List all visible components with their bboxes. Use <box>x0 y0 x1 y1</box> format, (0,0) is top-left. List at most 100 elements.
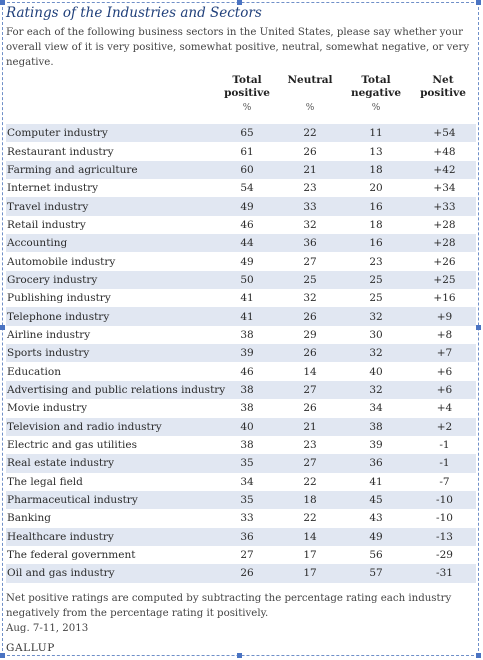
table-row: Pharmaceutical industry 35 18 45 -10 <box>6 490 476 510</box>
table-row: Internet industry 54 23 20 +34 <box>6 179 476 197</box>
cell-total-positive: 60 <box>220 160 274 180</box>
cell-net-positive: +9 <box>413 307 476 326</box>
column-spacer <box>403 307 413 326</box>
resize-handle-bottom-left[interactable] <box>0 653 5 658</box>
cell-neutral: 25 <box>283 270 337 290</box>
resize-handle-bottom-center[interactable] <box>237 653 242 658</box>
table-row: Real estate industry 35 27 36 -1 <box>6 454 476 473</box>
table-row: Restaurant industry 61 26 13 +48 <box>6 142 476 160</box>
resize-handle-top-right[interactable] <box>476 0 481 5</box>
resize-handle-top-center[interactable] <box>237 0 242 5</box>
column-spacer <box>403 417 413 436</box>
row-label: Education <box>7 365 61 378</box>
cell-net-positive: +8 <box>436 328 453 341</box>
unit-label: % <box>305 103 315 113</box>
row-label: Farming and agriculture <box>6 160 220 180</box>
column-spacer <box>337 380 349 400</box>
column-spacer <box>403 473 413 491</box>
table-row: Travel industry 49 33 16 +33 <box>6 197 476 216</box>
table-row: Banking 33 22 43 -10 <box>6 509 476 527</box>
cell-total-negative: 38 <box>349 417 403 436</box>
cell-total-positive: 36 <box>220 527 274 546</box>
cell-neutral: 21 <box>283 160 337 180</box>
table-row: The federal government 27 17 56 -29 <box>6 546 476 564</box>
cell-neutral: 32 <box>303 292 317 305</box>
cell-neutral: 23 <box>303 182 317 195</box>
cell-net-positive: +48 <box>433 145 456 158</box>
table-row: Oil and gas industry 26 17 57 -31 <box>6 564 476 583</box>
column-spacer <box>274 473 283 491</box>
row-label: Movie industry <box>7 402 88 415</box>
figure-subtitle: For each of the following business secto… <box>6 27 470 68</box>
column-spacer <box>274 197 283 216</box>
row-label: Publishing industry <box>7 292 111 305</box>
row-label: Internet industry <box>7 182 99 195</box>
row-label: Pharmaceutical industry <box>6 490 220 510</box>
cell-total-negative: 45 <box>349 490 403 510</box>
resize-handle-middle-left[interactable] <box>0 325 5 330</box>
table-row: Retail industry 46 32 18 +28 <box>6 216 476 234</box>
column-spacer <box>274 564 283 583</box>
cell-net-positive: +33 <box>413 197 476 216</box>
row-label: Restaurant industry <box>7 145 114 158</box>
row-label: Accounting <box>6 234 220 253</box>
column-spacer <box>274 362 283 380</box>
table-row: Electric and gas utilities 38 23 39 -1 <box>6 436 476 454</box>
column-spacer <box>274 160 283 180</box>
resize-handle-top-left[interactable] <box>0 0 5 5</box>
table-row: Sports industry 39 26 32 +7 <box>6 344 476 363</box>
table-row: Education 46 14 40 +6 <box>6 362 476 380</box>
column-spacer <box>403 179 413 197</box>
resize-handle-bottom-right[interactable] <box>476 653 481 658</box>
cell-net-positive: -13 <box>413 527 476 546</box>
cell-total-negative: 41 <box>369 475 383 488</box>
cell-total-negative: 39 <box>369 439 383 452</box>
column-spacer <box>403 124 413 143</box>
unit-label: % <box>371 103 381 113</box>
cell-neutral: 26 <box>303 402 317 415</box>
cell-total-negative: 11 <box>349 124 403 143</box>
column-spacer <box>337 546 349 564</box>
column-spacer <box>274 454 283 473</box>
gallup-logo: GALLUP <box>6 641 55 654</box>
cell-net-positive: +6 <box>413 380 476 400</box>
column-spacer <box>337 270 349 290</box>
row-label: Television and radio industry <box>6 417 220 436</box>
column-spacer <box>337 289 349 307</box>
cell-total-positive: 49 <box>240 255 254 268</box>
cell-total-positive: 41 <box>240 292 254 305</box>
table-row: Healthcare industry 36 14 49 -13 <box>6 527 476 546</box>
resize-handle-middle-right[interactable] <box>476 325 481 330</box>
column-header-line: Neutral <box>287 74 333 86</box>
column-header-line: positive <box>420 87 466 99</box>
cell-total-negative: 30 <box>369 328 383 341</box>
column-spacer <box>337 252 349 270</box>
unit-label: % <box>242 103 252 113</box>
cell-neutral: 17 <box>283 564 337 583</box>
column-spacer <box>337 179 349 197</box>
column-spacer <box>337 326 349 344</box>
column-spacer <box>274 289 283 307</box>
cell-net-positive: +2 <box>413 417 476 436</box>
column-spacer <box>337 509 349 527</box>
cell-total-positive: 33 <box>240 512 254 525</box>
column-spacer <box>274 307 283 326</box>
column-spacer <box>274 234 283 253</box>
column-spacer <box>403 216 413 234</box>
column-spacer <box>403 362 413 380</box>
cell-neutral: 33 <box>283 197 337 216</box>
column-spacer <box>274 417 283 436</box>
cell-neutral: 27 <box>303 255 317 268</box>
cell-neutral: 27 <box>283 380 337 400</box>
cell-total-negative: 13 <box>369 145 383 158</box>
column-spacer <box>403 454 413 473</box>
row-label: Sports industry <box>6 344 220 363</box>
cell-net-positive: +7 <box>413 344 476 363</box>
table-body: Computer industry 65 22 11 +54 Restaurant ind… <box>6 124 476 583</box>
cell-neutral: 22 <box>303 475 317 488</box>
column-spacer <box>337 362 349 380</box>
table-row: Accounting 44 36 16 +28 <box>6 234 476 253</box>
cell-neutral: 14 <box>303 365 317 378</box>
cell-total-negative: 25 <box>369 292 383 305</box>
cell-total-positive: 50 <box>220 270 274 290</box>
